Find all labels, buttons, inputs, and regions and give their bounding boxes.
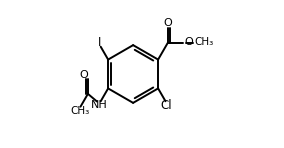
Text: CH₃: CH₃ [194, 37, 214, 48]
Text: CH₃: CH₃ [70, 106, 89, 116]
Text: O: O [184, 37, 193, 47]
Text: O: O [80, 70, 89, 80]
Text: Cl: Cl [160, 99, 172, 112]
Text: I: I [98, 36, 102, 49]
Text: O: O [163, 18, 172, 28]
Text: NH: NH [91, 100, 108, 110]
